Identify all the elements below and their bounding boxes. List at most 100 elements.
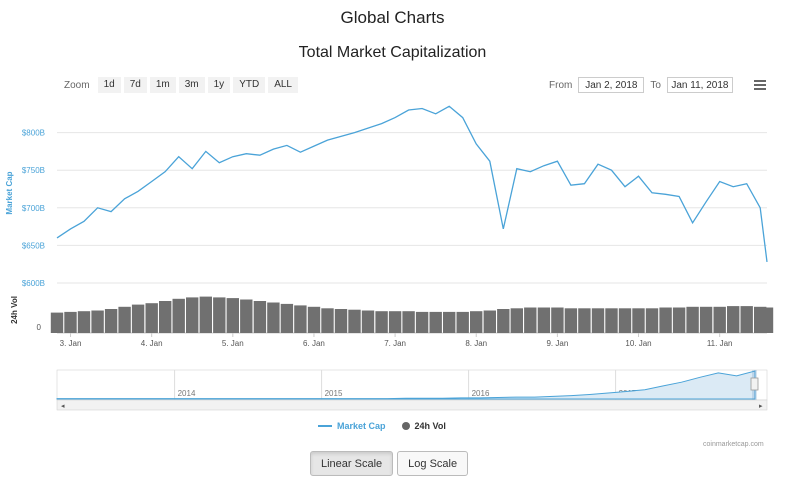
volume-bar <box>686 306 699 333</box>
zoom-bar: Zoom 1d 7d 1m 3m 1y YTD ALL <box>64 77 301 93</box>
credits[interactable]: coinmarketcap.com <box>703 441 764 448</box>
volume-bar <box>375 311 388 333</box>
navigator-handle[interactable] <box>750 377 759 391</box>
volume-bar <box>727 306 740 333</box>
volume-bar <box>618 308 632 333</box>
zoom-all-button[interactable]: ALL <box>268 77 298 93</box>
volume-bar <box>213 297 226 333</box>
volume-bar <box>280 303 294 333</box>
zoom-3m-button[interactable]: 3m <box>178 77 205 93</box>
x-tick-label: 3. Jan <box>60 339 82 348</box>
volume-bar <box>199 296 212 333</box>
navigator-tick-label: 2016 <box>472 389 490 398</box>
volume-bar <box>483 310 496 333</box>
volume-bar <box>361 310 375 333</box>
market-cap-series-line <box>56 105 768 262</box>
volume-bar <box>253 301 267 333</box>
dot-icon <box>401 422 410 430</box>
date-range: From To <box>549 77 739 93</box>
zoom-ytd-button[interactable]: YTD <box>233 77 266 93</box>
zoom-1m-button[interactable]: 1m <box>149 77 176 93</box>
volume-bar <box>672 307 686 333</box>
chart-title: Total Market Capitalization <box>298 44 487 61</box>
legend-market-cap[interactable]: Market Cap <box>318 421 386 431</box>
x-tick-label: 10. Jan <box>625 339 651 348</box>
volume-bar <box>159 301 172 333</box>
volume-bar <box>172 298 185 333</box>
navigator-series-line <box>56 370 756 400</box>
volume-bar <box>226 298 239 333</box>
x-tick-label: 9. Jan <box>546 339 568 348</box>
to-date-input[interactable] <box>666 77 733 93</box>
volume-bar <box>537 307 551 333</box>
zoom-1y-button[interactable]: 1y <box>207 77 231 93</box>
volume-bar <box>645 308 659 333</box>
vol-tick-0: 0 <box>37 323 42 332</box>
volume-bar <box>551 307 564 333</box>
scroll-left-icon[interactable]: ◂ <box>61 403 65 410</box>
x-tick-label: 5. Jan <box>222 339 244 348</box>
volume-bar <box>294 305 307 333</box>
hamburger-icon[interactable] <box>754 80 766 91</box>
y-tick-label: $800B <box>22 129 45 138</box>
x-tick-label: 7. Jan <box>384 339 406 348</box>
scroll-right-icon[interactable]: ▸ <box>759 403 763 410</box>
x-tick-label: 6. Jan <box>303 339 325 348</box>
volume-bar <box>307 306 321 333</box>
volume-bar <box>104 309 118 333</box>
volume-bar <box>740 306 753 333</box>
volume-bar <box>240 299 253 333</box>
volume-bar <box>524 307 537 333</box>
y-tick-label: $600B <box>22 279 45 288</box>
volume-bar <box>402 311 415 333</box>
zoom-1d-button[interactable]: 1d <box>97 77 121 93</box>
x-tick-label: 8. Jan <box>465 339 487 348</box>
volume-bar <box>443 311 456 333</box>
y-tick-label: $700B <box>22 204 45 213</box>
volume-bar <box>591 308 605 333</box>
volume-bar <box>605 308 618 333</box>
volume-bar <box>118 306 131 333</box>
volume-bar <box>659 307 672 333</box>
volume-bar <box>713 306 726 333</box>
market-cap-chart[interactable]: Market Cap 24h Vol 0 $600B $650B $700B $750… <box>0 0 785 420</box>
log-scale-button[interactable]: Log Scale <box>397 451 469 476</box>
from-date-input[interactable] <box>578 77 645 93</box>
volume-bar <box>578 308 591 333</box>
y-axis-title: Market Cap <box>5 171 14 214</box>
volume-bar <box>145 303 158 333</box>
volume-bar <box>186 297 199 333</box>
volume-bar <box>348 309 361 333</box>
volume-bar <box>267 302 280 333</box>
to-label: To <box>650 79 661 91</box>
volume-bar <box>456 311 469 333</box>
volume-bar <box>470 311 483 333</box>
navigator-tick-label: 2014 <box>178 389 196 398</box>
volume-bar <box>77 311 91 333</box>
page-title: Global Charts <box>340 8 445 27</box>
legend: Market Cap 24h Vol <box>318 421 462 431</box>
volume-bar <box>50 312 64 333</box>
legend-volume-label: 24h Vol <box>414 421 446 431</box>
volume-bar <box>388 311 402 333</box>
legend-volume[interactable]: 24h Vol <box>401 421 446 431</box>
y-tick-label: $650B <box>22 241 45 250</box>
navigator-tick-label: 2015 <box>325 389 343 398</box>
volume-bar <box>699 306 713 333</box>
volume-bar <box>321 308 334 333</box>
scale-toggle: Linear Scale Log Scale <box>310 451 472 476</box>
from-label: From <box>549 79 573 91</box>
zoom-7d-button[interactable]: 7d <box>123 77 147 93</box>
linear-scale-button[interactable]: Linear Scale <box>310 451 394 476</box>
volume-bar <box>564 308 578 333</box>
navigator-scrollbar[interactable] <box>56 399 768 411</box>
volume-bar <box>334 309 348 333</box>
x-tick-label: 11. Jan <box>707 339 733 348</box>
x-tick-label: 4. Jan <box>141 339 163 348</box>
volume-bar <box>632 308 645 333</box>
vol-axis-title: 24h Vol <box>10 296 19 324</box>
volume-bar <box>415 311 429 333</box>
line-icon <box>318 425 332 427</box>
volume-bar <box>131 304 145 333</box>
volume-bar <box>91 310 104 333</box>
